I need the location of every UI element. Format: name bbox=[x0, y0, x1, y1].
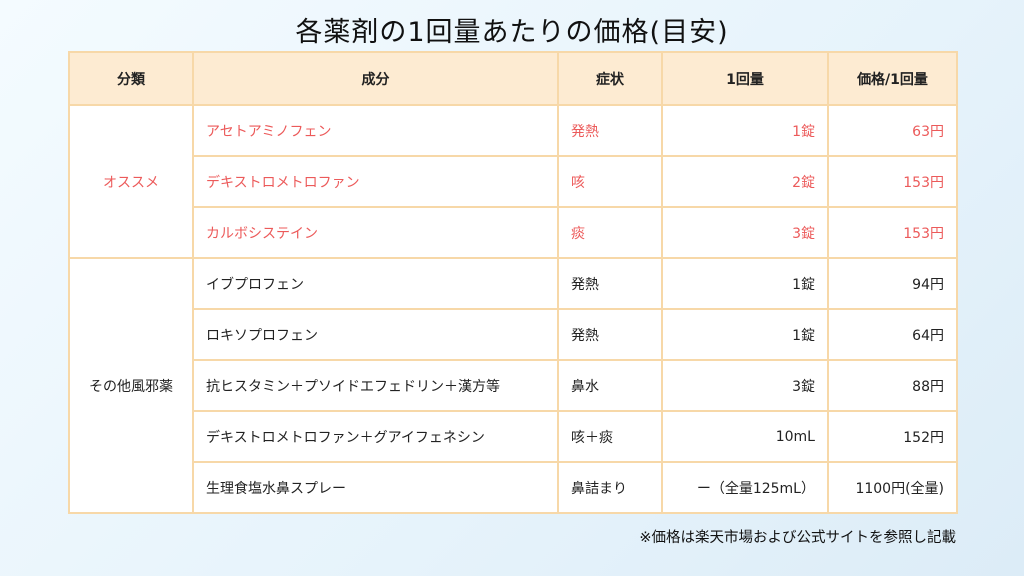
table-row: デキストロメトロファン＋グアイフェネシン 咳＋痰 10mL 152円 bbox=[69, 410, 958, 463]
table-row: 生理食塩水鼻スプレー 鼻詰まり ー（全量125mL） 1100円(全量) bbox=[69, 461, 958, 514]
dose-cell: 1錠 bbox=[661, 104, 829, 157]
header-ingredient: 成分 bbox=[192, 51, 559, 106]
symptom-cell: 鼻詰まり bbox=[557, 461, 663, 514]
ingredient-cell: カルボシステイン bbox=[192, 206, 559, 259]
table-row: カルボシステイン 痰 3錠 153円 bbox=[69, 206, 958, 259]
price-cell: 1100円(全量) bbox=[827, 461, 958, 514]
symptom-cell: 痰 bbox=[557, 206, 663, 259]
category-recommended: オススメ bbox=[68, 104, 194, 259]
ingredient-cell: 生理食塩水鼻スプレー bbox=[192, 461, 559, 514]
header-price: 価格/1回量 bbox=[827, 51, 958, 106]
price-cell: 94円 bbox=[827, 257, 958, 310]
dose-cell: 3錠 bbox=[661, 359, 829, 412]
header-symptom: 症状 bbox=[557, 51, 663, 106]
symptom-cell: 鼻水 bbox=[557, 359, 663, 412]
ingredient-cell: アセトアミノフェン bbox=[192, 104, 559, 157]
dose-cell: 10mL bbox=[661, 410, 829, 463]
page-title: 各薬剤の1回量あたりの価格(目安) bbox=[295, 17, 729, 48]
dose-cell: 3錠 bbox=[661, 206, 829, 259]
price-table: 分類 成分 症状 1回量 価格/1回量 オススメ アセトアミノフェン 発熱 1錠… bbox=[68, 51, 958, 514]
header-category: 分類 bbox=[68, 51, 194, 106]
ingredient-cell: イブプロフェン bbox=[192, 257, 559, 310]
dose-cell: 2錠 bbox=[661, 155, 829, 208]
dose-cell: ー（全量125mL） bbox=[661, 461, 829, 514]
header-dose: 1回量 bbox=[661, 51, 829, 106]
price-cell: 88円 bbox=[827, 359, 958, 412]
symptom-cell: 発熱 bbox=[557, 308, 663, 361]
table-row: ロキソプロフェン 発熱 1錠 64円 bbox=[69, 308, 958, 361]
ingredient-cell: デキストロメトロファン＋グアイフェネシン bbox=[192, 410, 559, 463]
table-row: 抗ヒスタミン＋プソイドエフェドリン＋漢方等 鼻水 3錠 88円 bbox=[69, 359, 958, 412]
price-cell: 153円 bbox=[827, 155, 958, 208]
symptom-cell: 咳 bbox=[557, 155, 663, 208]
symptom-cell: 咳＋痰 bbox=[557, 410, 663, 463]
table-row: その他風邪薬 イブプロフェン 発熱 1錠 94円 bbox=[68, 257, 958, 514]
category-other-cold-medicine: その他風邪薬 bbox=[68, 257, 194, 514]
price-cell: 153円 bbox=[827, 206, 958, 259]
price-cell: 64円 bbox=[827, 308, 958, 361]
ingredient-cell: 抗ヒスタミン＋プソイドエフェドリン＋漢方等 bbox=[192, 359, 559, 412]
footnote: ※価格は楽天市場および公式サイトを参照し記載 bbox=[639, 530, 956, 546]
symptom-cell: 発熱 bbox=[557, 257, 663, 310]
dose-cell: 1錠 bbox=[661, 308, 829, 361]
price-cell: 152円 bbox=[827, 410, 958, 463]
table-row: デキストロメトロファン 咳 2錠 153円 bbox=[69, 155, 958, 208]
dose-cell: 1錠 bbox=[661, 257, 829, 310]
price-cell: 63円 bbox=[827, 104, 958, 157]
symptom-cell: 発熱 bbox=[557, 104, 663, 157]
ingredient-cell: デキストロメトロファン bbox=[192, 155, 559, 208]
table-header-row: 分類 成分 症状 1回量 価格/1回量 bbox=[68, 51, 958, 106]
table-row: オススメ アセトアミノフェン 発熱 1錠 63円 bbox=[68, 104, 958, 259]
ingredient-cell: ロキソプロフェン bbox=[192, 308, 559, 361]
